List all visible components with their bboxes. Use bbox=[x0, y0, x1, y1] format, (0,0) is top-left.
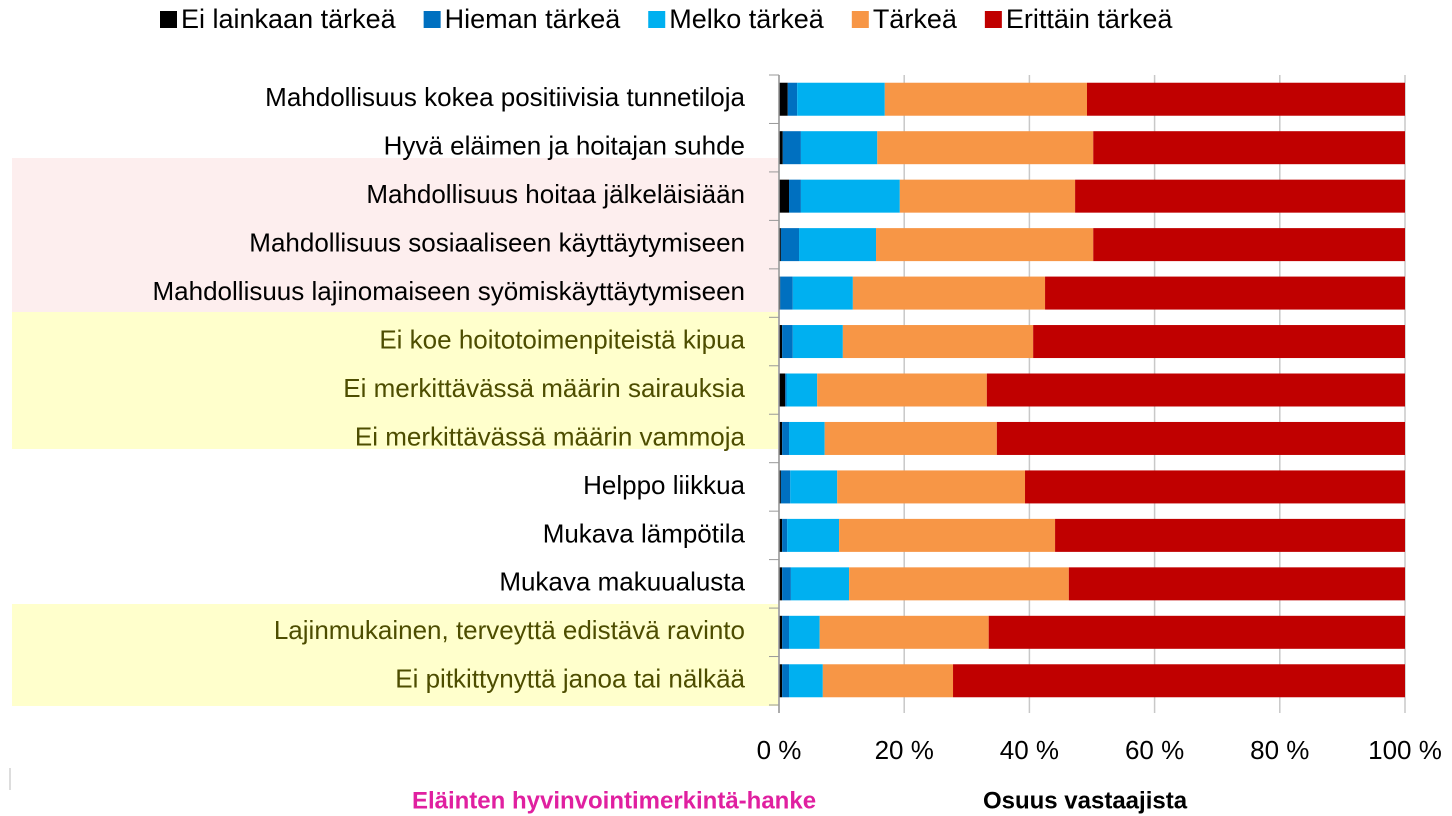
bar-segment bbox=[822, 664, 954, 698]
y-tick-label: Mahdollisuus kokea positiivisia tunnetil… bbox=[265, 82, 745, 112]
bar-segment bbox=[787, 518, 840, 552]
y-tick-label: Mukava lämpötila bbox=[543, 518, 746, 548]
bar-segment bbox=[1086, 82, 1405, 116]
y-tick-label: Mahdollisuus sosiaaliseen käyttäytymisee… bbox=[249, 227, 745, 257]
bar-segment bbox=[782, 615, 790, 649]
bar-segment bbox=[839, 518, 1056, 552]
bar-segment bbox=[782, 567, 791, 601]
y-tick-label: Lajinmukainen, terveyttä edistävä ravint… bbox=[274, 615, 745, 645]
bar-segment bbox=[782, 421, 790, 455]
bar-segment bbox=[1055, 518, 1405, 552]
bar-segment bbox=[876, 228, 1094, 262]
source-label: Eläinten hyvinvointimerkintä-hanke bbox=[412, 787, 816, 814]
bar-segment bbox=[780, 470, 791, 504]
bar-segment bbox=[824, 421, 997, 455]
legend-swatch bbox=[984, 11, 1002, 28]
bar-segment bbox=[779, 228, 781, 262]
bar-segment bbox=[789, 421, 825, 455]
bar-segment bbox=[787, 82, 798, 116]
x-axis-label: Osuus vastaajista bbox=[983, 787, 1188, 814]
x-tick-label: 100 % bbox=[1368, 735, 1442, 765]
bar-segment bbox=[819, 615, 989, 649]
bar-segment bbox=[1093, 131, 1405, 165]
bar-segment bbox=[789, 664, 823, 698]
bar-segment bbox=[849, 567, 1069, 601]
bar-segment bbox=[786, 373, 818, 407]
bar-segment bbox=[842, 325, 1034, 359]
legend-swatch bbox=[648, 11, 666, 28]
bar-segment bbox=[779, 518, 783, 552]
bar-segment bbox=[779, 179, 790, 213]
bar-segment bbox=[953, 664, 1405, 698]
bar-segment bbox=[1075, 179, 1405, 213]
bar-segment bbox=[789, 615, 820, 649]
highlight-band bbox=[12, 604, 778, 706]
y-tick-label: Ei merkittävässä määrin vammoja bbox=[355, 421, 746, 451]
y-tick-label: Hyvä eläimen ja hoitajan suhde bbox=[384, 131, 745, 161]
bar-segment bbox=[996, 421, 1405, 455]
bar-segment bbox=[899, 179, 1076, 213]
x-tick-label: 40 % bbox=[1000, 735, 1059, 765]
bar-segment bbox=[852, 276, 1046, 310]
bar-segment bbox=[1025, 470, 1405, 504]
highlight-band bbox=[12, 312, 778, 449]
bar-segment bbox=[884, 82, 1087, 116]
bar-segment bbox=[779, 82, 788, 116]
bar-segment bbox=[779, 373, 786, 407]
bar-segment bbox=[790, 470, 838, 504]
bar-segment bbox=[837, 470, 1026, 504]
x-tick-label: 20 % bbox=[875, 735, 934, 765]
x-tick-label: 60 % bbox=[1125, 735, 1184, 765]
highlight-band bbox=[12, 158, 778, 312]
bar-segment bbox=[779, 325, 783, 359]
bar-segment bbox=[780, 228, 800, 262]
y-tick-label: Ei koe hoitotoimenpiteistä kipua bbox=[379, 324, 745, 354]
bar-segment bbox=[779, 421, 783, 455]
legend-swatch bbox=[423, 11, 441, 28]
x-tick-label: 80 % bbox=[1250, 735, 1309, 765]
legend-label: Erittäin tärkeä bbox=[1006, 4, 1174, 34]
y-tick-label: Helppo liikkua bbox=[583, 470, 745, 500]
legend-label: Tärkeä bbox=[873, 4, 958, 34]
legend-swatch bbox=[851, 11, 869, 28]
bar-segment bbox=[797, 82, 885, 116]
y-tick-label: Mukava makuualusta bbox=[499, 567, 745, 597]
bar-segment bbox=[779, 470, 781, 504]
bar-segment bbox=[782, 518, 788, 552]
bar-segment bbox=[779, 567, 783, 601]
bar-segment bbox=[789, 179, 801, 213]
bar-segment bbox=[988, 615, 1405, 649]
legend-swatch bbox=[160, 11, 177, 28]
bar-segment bbox=[782, 325, 793, 359]
bar-segment bbox=[779, 131, 783, 165]
legend-label: Melko tärkeä bbox=[669, 4, 825, 34]
bar-segment bbox=[800, 131, 878, 165]
y-tick-label: Mahdollisuus hoitaa jälkeläisiään bbox=[366, 179, 745, 209]
bar-segment bbox=[785, 373, 787, 407]
y-tick-label: Ei pitkittynyttä janoa tai nälkää bbox=[395, 664, 745, 694]
bar-segment bbox=[1093, 228, 1405, 262]
bar-segment bbox=[800, 179, 900, 213]
bar-segment bbox=[792, 325, 843, 359]
y-tick-label: Mahdollisuus lajinomaiseen syömiskäyttäy… bbox=[153, 276, 745, 306]
bar-segment bbox=[986, 373, 1405, 407]
bar-segment bbox=[782, 664, 790, 698]
bar-segment bbox=[1033, 325, 1405, 359]
bar-segment bbox=[792, 276, 853, 310]
legend-label: Hieman tärkeä bbox=[445, 4, 622, 34]
bar-segment bbox=[780, 276, 793, 310]
bar-segment bbox=[799, 228, 877, 262]
bar-segment bbox=[782, 131, 801, 165]
bar-segment bbox=[1045, 276, 1405, 310]
bar-segment bbox=[877, 131, 1094, 165]
bar-segment bbox=[1068, 567, 1405, 601]
bar-segment bbox=[779, 664, 783, 698]
x-tick-label: 0 % bbox=[757, 735, 802, 765]
bar-segment bbox=[817, 373, 987, 407]
legend-label: Ei lainkaan tärkeä bbox=[181, 4, 397, 34]
bar-segment bbox=[779, 615, 783, 649]
bar-segment bbox=[790, 567, 850, 601]
y-tick-label: Ei merkittävässä määrin sairauksia bbox=[343, 373, 745, 403]
